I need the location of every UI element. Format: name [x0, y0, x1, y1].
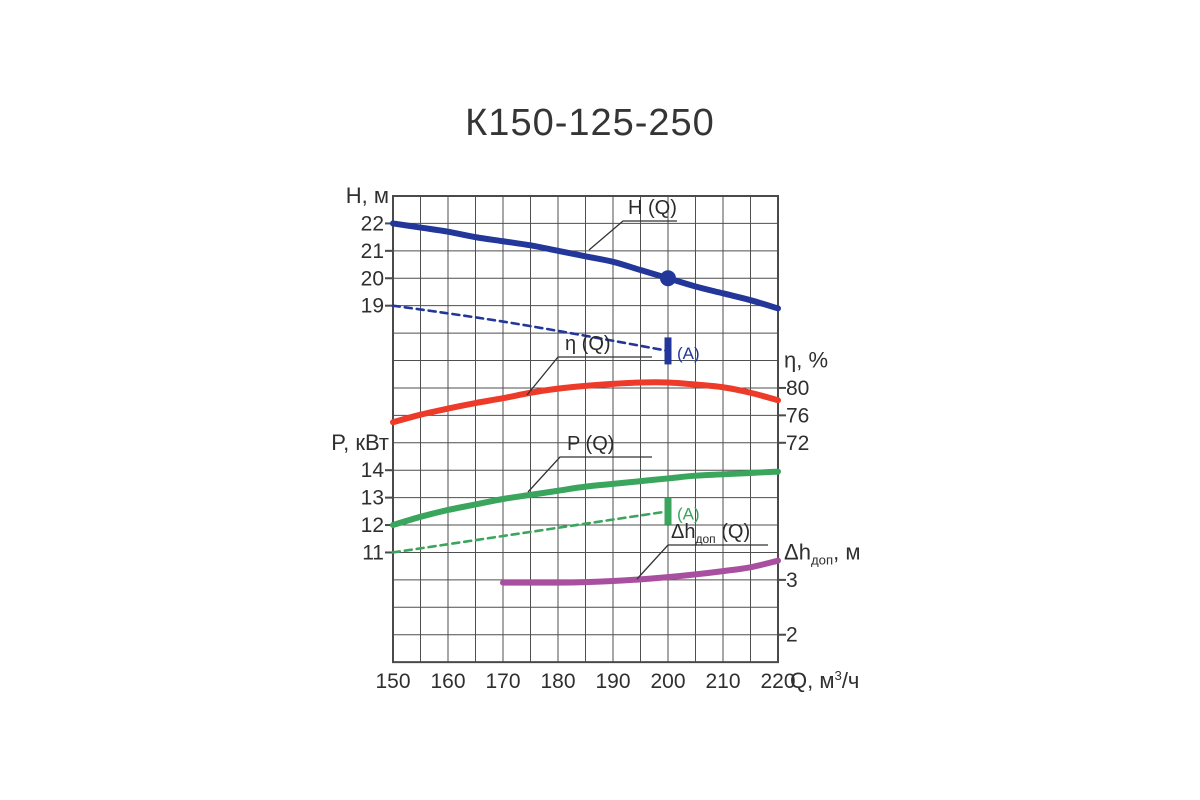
curve-label-dh: Δhдоп​ (Q): [671, 521, 750, 546]
axis-title-H: H, м: [346, 183, 389, 208]
x-tick-label-170: 170: [485, 670, 520, 693]
x-tick-label-210: 210: [705, 670, 740, 693]
y-tick-label-P-12: 12: [361, 514, 384, 537]
x-tick-label-160: 160: [430, 670, 465, 693]
y-tick-label-dh-2: 2: [786, 624, 798, 647]
x-tick-label-190: 190: [595, 670, 630, 693]
y-tick-label-H-22: 22: [361, 212, 384, 235]
trim-end-label-H-trim: (A): [677, 344, 700, 363]
curve-P: [390, 468, 781, 529]
curve-dh: [500, 557, 781, 586]
y-tick-label-H-20: 20: [361, 267, 384, 290]
axis-title-dh: Δhдоп​, м: [784, 539, 860, 567]
leader-line-dh: [636, 544, 768, 580]
x-axis-unit-label: Q, м3​/ч: [790, 668, 859, 693]
curve-eta: [390, 379, 781, 426]
y-tick-label-H-19: 19: [361, 295, 384, 318]
leader-line-H: [588, 220, 677, 251]
axis-title-eta: η, %: [784, 348, 828, 373]
curve-label-P: P (Q): [567, 433, 614, 455]
trim-end-label-P-trim: (A): [677, 504, 700, 523]
y-tick-label-eta-80: 80: [786, 377, 809, 400]
y-tick-label-H-21: 21: [361, 240, 384, 263]
curve-P-trim: [391, 510, 670, 554]
y-tick-label-eta-72: 72: [786, 432, 809, 455]
curve-H: [390, 220, 781, 312]
duty-point-marker: [660, 270, 676, 287]
y-tick-label-dh-3: 3: [786, 569, 798, 592]
leader-line-P: [527, 456, 652, 493]
x-tick-label-220: 220: [760, 670, 795, 693]
y-tick-label-P-11: 11: [362, 541, 384, 564]
y-tick-label-P-14: 14: [361, 459, 385, 482]
trim-end-marker-H-trim: [664, 337, 672, 365]
curve-label-H: H (Q): [628, 197, 677, 219]
y-tick-label-P-13: 13: [361, 487, 384, 510]
x-tick-label-180: 180: [540, 670, 575, 693]
curve-H-trim: [391, 304, 670, 353]
axis-title-P: P, кВт: [331, 430, 389, 455]
curve-label-eta: η (Q): [565, 333, 611, 355]
x-tick-label-200: 200: [650, 670, 685, 693]
chart-title: К150-125-250: [465, 102, 715, 144]
chart-frame: [392, 195, 779, 664]
trim-end-marker-P-trim: [664, 497, 672, 525]
x-tick-label-150: 150: [375, 670, 410, 693]
leader-line-eta: [526, 356, 652, 396]
y-tick-label-eta-76: 76: [786, 404, 809, 427]
